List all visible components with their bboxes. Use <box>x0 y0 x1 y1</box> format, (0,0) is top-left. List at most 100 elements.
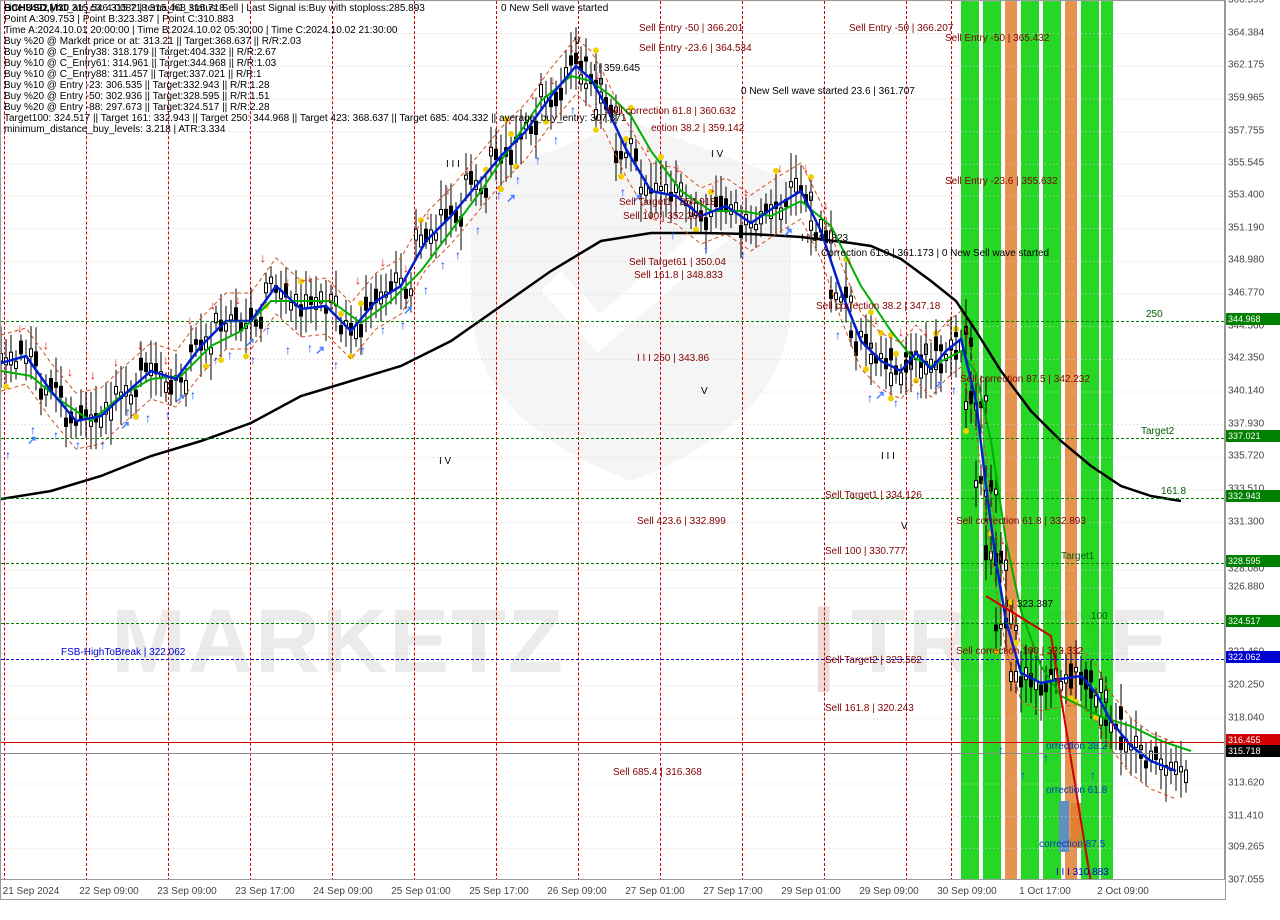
y-tick: 351.190 <box>1228 222 1264 233</box>
level-line <box>1 623 1224 624</box>
level-line <box>1 563 1224 564</box>
y-tick: 362.175 <box>1228 60 1264 71</box>
y-tick: 318.040 <box>1228 712 1264 723</box>
arrow-up-icon: ↑ <box>380 323 386 337</box>
arrow-diag-icon: ↗ <box>933 378 943 392</box>
level-label: Target2 <box>1141 426 1174 437</box>
x-tick: 24 Sep 09:00 <box>313 886 373 897</box>
arrow-up-icon: ↑ <box>360 343 366 357</box>
arrow-down-icon: ↓ <box>675 161 681 175</box>
chart-annotation: Sell Target61 | 350.04 <box>629 257 726 268</box>
x-axis: 21 Sep 202422 Sep 09:0023 Sep 09:0023 Se… <box>1 879 1226 899</box>
arrow-down-icon: ↓ <box>710 181 716 195</box>
arrow-up-icon: ↑ <box>125 405 131 419</box>
chart-annotation: Sell 100 | 352.200 <box>623 211 703 222</box>
x-tick: 25 Sep 17:00 <box>469 886 529 897</box>
y-tick: 359.965 <box>1228 92 1264 103</box>
chart-annotation: 0 New Sell wave started 23.6 | 361.707 <box>741 86 915 97</box>
chart-annotation: Sell Target2 | 323.582 <box>825 655 922 666</box>
arrow-down-icon: ↓ <box>743 185 749 199</box>
chart-annotation: Sell Entry -23.6 | 364.534 <box>639 43 752 54</box>
chart-annotation: Sell Entry -23.6 | 355.632 <box>945 176 1058 187</box>
arrow-down-icon: ↓ <box>210 298 216 312</box>
level-label: Target1 <box>1061 551 1094 562</box>
y-axis[interactable]: 366.595364.384362.175359.965357.755355.5… <box>1225 0 1280 900</box>
arrow-up-icon: ↑ <box>265 323 271 337</box>
x-tick: 1 Oct 17:00 <box>1019 886 1071 897</box>
arrow-down-icon: ↓ <box>67 365 73 379</box>
arrow-up-icon: ↑ <box>998 743 1004 757</box>
arrow-down-icon: ↓ <box>823 198 829 212</box>
y-tick: 357.755 <box>1228 125 1264 136</box>
arrow-up-icon: ↑ <box>740 248 746 262</box>
info-line: Buy %10 @ C_Entry38: 318.179 || Target:4… <box>4 47 626 58</box>
arrow-diag-icon: ↗ <box>245 335 255 349</box>
arrow-down-icon: ↓ <box>487 141 493 155</box>
info-line: Buy %10 @ C_Entry61: 314.961 || Target:3… <box>4 58 626 69</box>
arrow-down-icon: ↓ <box>90 368 96 382</box>
arrow-down-icon: ↓ <box>1110 715 1116 729</box>
y-tick: 311.410 <box>1228 810 1263 821</box>
arrow-down-icon: ↓ <box>445 183 451 197</box>
arrow-down-icon: ↓ <box>1093 683 1099 697</box>
chart-area[interactable]: MARKETZ | TRADE 250Target2161.8Target110… <box>0 0 1225 900</box>
arrow-diag-icon: ↗ <box>27 433 37 447</box>
x-tick: 23 Sep 17:00 <box>235 886 295 897</box>
arrow-up-icon: ↑ <box>1020 768 1026 782</box>
price-tag: 344.968 <box>1226 313 1280 325</box>
arrow-down-icon: ↓ <box>923 325 929 339</box>
chart-annotation: V <box>901 521 908 532</box>
y-tick: 342.350 <box>1228 353 1264 364</box>
arrow-down-icon: ↓ <box>380 255 386 269</box>
info-line: minimum_distance_buy_levels: 3.218 | ATR… <box>4 124 626 135</box>
info-line: Point A:309.753 | Point B:323.387 | Poin… <box>4 14 626 25</box>
arrow-up-icon: ↑ <box>53 428 59 442</box>
arrow-down-icon: ↓ <box>355 273 361 287</box>
chart-annotation: Sell correction 100 | 323.332 <box>956 646 1083 657</box>
arrow-up-icon: ↑ <box>75 438 81 452</box>
y-tick: 331.300 <box>1228 516 1264 527</box>
price-tag: 332.943 <box>1226 490 1280 502</box>
arrow-down-icon: ↓ <box>43 338 49 352</box>
arrow-up-icon: ↑ <box>455 248 461 262</box>
arrow-down-icon: ↓ <box>260 251 266 265</box>
x-tick: 27 Sep 17:00 <box>703 886 763 897</box>
header-info: BCHUSD,M30 315.546 315.718 315.468 315.7… <box>4 3 626 135</box>
arrow-up-icon: ↑ <box>400 318 406 332</box>
arrow-diag-icon: ↗ <box>175 391 185 405</box>
arrow-diag-icon: ↗ <box>403 303 413 317</box>
info-line: Target100: 324.517 || Target 161: 332.94… <box>4 113 626 124</box>
arrow-down-icon: ↓ <box>403 261 409 275</box>
chart-annotation: Sell 100 | 330.777 <box>825 546 905 557</box>
arrow-down-icon: ↓ <box>425 208 431 222</box>
arrow-up-icon: ↑ <box>893 396 899 410</box>
level-label: FSB-HighToBreak | 322.062 <box>61 647 185 658</box>
info-line: Buy %10 @ Entry -23: 306.535 || Target:3… <box>4 80 626 91</box>
arrow-down-icon: ↓ <box>645 141 651 155</box>
arrow-up-icon: ↑ <box>951 383 957 397</box>
arrow-down-icon: ↓ <box>163 353 169 367</box>
x-tick: 29 Sep 01:00 <box>781 886 841 897</box>
level-label: 100 <box>1091 611 1108 622</box>
y-tick: 337.930 <box>1228 418 1264 429</box>
arrow-up-icon: ↑ <box>496 188 502 202</box>
arrow-up-icon: ↑ <box>553 133 559 147</box>
chart-annotation: Sell correction 61.8 | 332.893 <box>956 516 1086 527</box>
arrow-down-icon: ↓ <box>983 413 989 427</box>
arrow-up-icon: ↑ <box>250 353 256 367</box>
y-tick: 320.250 <box>1228 679 1264 690</box>
x-tick: 26 Sep 09:00 <box>547 886 607 897</box>
y-tick: 355.545 <box>1228 158 1264 169</box>
y-tick: 309.265 <box>1228 842 1264 853</box>
x-tick: 30 Sep 09:00 <box>937 886 997 897</box>
arrow-diag-icon: ↗ <box>875 388 885 402</box>
arrow-down-icon: ↓ <box>187 313 193 327</box>
chart-annotation: V <box>701 386 708 397</box>
y-tick: 364.384 <box>1228 27 1264 38</box>
arrow-up-icon: ↑ <box>867 391 873 405</box>
arrow-down-icon: ↓ <box>1000 533 1006 547</box>
arrow-diag-icon: ↗ <box>783 225 793 239</box>
arrow-down-icon: ↓ <box>327 291 333 305</box>
arrow-up-icon: ↑ <box>703 243 709 257</box>
chart-annotation: I I I <box>446 159 460 170</box>
